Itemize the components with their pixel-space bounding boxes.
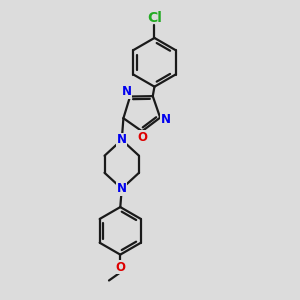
Text: N: N [122, 85, 131, 98]
Text: O: O [115, 261, 125, 274]
Text: N: N [117, 134, 127, 146]
Text: N: N [161, 113, 171, 126]
Text: O: O [137, 131, 147, 144]
Text: Cl: Cl [147, 11, 162, 25]
Text: N: N [117, 182, 127, 195]
